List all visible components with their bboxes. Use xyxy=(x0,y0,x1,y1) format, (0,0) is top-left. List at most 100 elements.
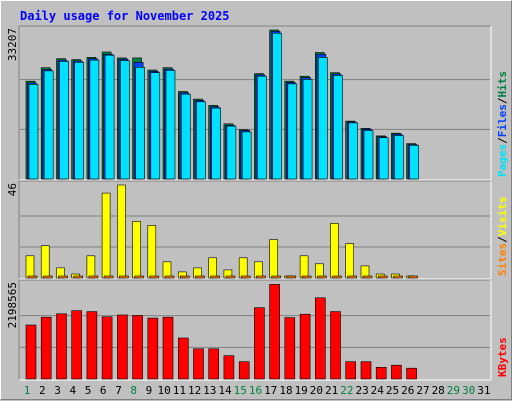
bar-hits-pages-day-2 xyxy=(43,70,54,180)
x-tick-label-day-22: 22 xyxy=(340,384,353,397)
side-label-part: Sites xyxy=(496,243,509,276)
bar-hits-pages-day-13 xyxy=(211,107,221,180)
x-tick-label-day-27: 27 xyxy=(416,384,429,397)
bar-kbytes-kbytes-day-3 xyxy=(56,313,67,380)
side-label-part: Hits xyxy=(496,71,509,98)
bar-visits-sites-day-18 xyxy=(286,275,297,279)
panel-kbytes: 2198565 KBytes xyxy=(6,279,509,381)
x-tick-label-day-21: 21 xyxy=(325,384,338,397)
side-label-part: / xyxy=(496,236,509,243)
bar-kbytes-kbytes-day-25 xyxy=(391,364,402,380)
bar-visits-sites-day-1 xyxy=(27,275,38,279)
bar-visits-sites-day-25 xyxy=(393,275,403,279)
bar-kbytes-kbytes-day-20 xyxy=(314,297,326,380)
bar-visits-visits-day-21 xyxy=(330,223,339,279)
panel-visits-max-label: 46 xyxy=(6,183,19,196)
bar-visits-sites-day-21 xyxy=(332,275,342,279)
panel-hits-max-label: 33207 xyxy=(6,28,19,61)
bar-kbytes-kbytes-day-8 xyxy=(132,315,143,380)
panel-hits-side-label: Pages/Files/Hits xyxy=(496,71,509,177)
bar-hits-pages-day-1 xyxy=(28,84,39,180)
side-label-part: / xyxy=(496,137,509,144)
x-tick-label-day-13: 13 xyxy=(203,384,216,397)
x-tick-label-day-10: 10 xyxy=(157,384,170,397)
bar-visits-sites-day-14 xyxy=(225,275,236,279)
x-tick-label-day-5: 5 xyxy=(85,384,92,397)
bar-kbytes-kbytes-day-14 xyxy=(223,355,235,380)
bar-visits-visits-day-17 xyxy=(269,239,278,279)
bar-kbytes-kbytes-day-15 xyxy=(238,361,250,380)
panel-visits-side-label: Sites/Visits xyxy=(496,197,509,277)
bar-hits-pages-day-14 xyxy=(226,125,237,180)
bar-hits-pages-day-3 xyxy=(59,61,69,180)
x-tick-label-day-30: 30 xyxy=(462,384,475,397)
bar-visits-visits-day-10 xyxy=(162,261,172,279)
bar-visits-sites-day-2 xyxy=(42,275,53,279)
x-tick-label-day-7: 7 xyxy=(115,384,122,397)
side-label-part: KBytes xyxy=(496,337,509,377)
bar-hits-pages-day-11 xyxy=(181,93,191,180)
bar-visits-visits-day-6 xyxy=(101,192,111,279)
bar-hits-pages-day-4 xyxy=(74,61,84,180)
panel-kbytes-side-label: KBytes xyxy=(496,337,509,377)
side-label-part: / xyxy=(496,97,509,104)
bar-visits-sites-day-5 xyxy=(88,275,99,279)
bar-hits-pages-day-18 xyxy=(287,83,298,180)
bar-kbytes-kbytes-day-1 xyxy=(25,324,37,380)
bar-hits-pages-day-19 xyxy=(302,79,313,180)
bar-kbytes-kbytes-day-18 xyxy=(284,317,296,380)
x-tick-label-day-4: 4 xyxy=(69,384,76,397)
bar-kbytes-kbytes-day-7 xyxy=(117,314,128,380)
bar-hits-pages-day-10 xyxy=(165,70,176,180)
x-tick-label-day-15: 15 xyxy=(234,384,247,397)
bar-hits-pages-day-6 xyxy=(104,54,115,180)
x-tick-label-day-28: 28 xyxy=(432,384,445,397)
x-tick-label-day-17: 17 xyxy=(264,384,277,397)
bar-hits-pages-day-21 xyxy=(333,75,343,180)
panel-kbytes-max-label: 2198565 xyxy=(6,282,19,328)
bar-hits-pages-day-17 xyxy=(272,32,282,180)
bar-kbytes-kbytes-day-21 xyxy=(330,311,341,380)
bar-hits-pages-day-26 xyxy=(409,145,419,180)
x-tick-label-day-6: 6 xyxy=(100,384,107,397)
x-tick-label-day-8: 8 xyxy=(130,384,137,397)
bar-visits-visits-day-5 xyxy=(86,255,96,279)
bar-hits-pages-day-7 xyxy=(120,60,130,180)
x-tick-label-day-1: 1 xyxy=(24,384,31,397)
bar-visits-visits-day-1 xyxy=(25,255,35,279)
bar-hits-pages-day-23 xyxy=(363,130,374,180)
bar-kbytes-kbytes-day-9 xyxy=(147,317,159,380)
chart-title: Daily usage for November 2025 xyxy=(20,9,230,23)
bar-hits-pages-day-24 xyxy=(378,137,389,180)
bar-hits-pages-day-16 xyxy=(257,75,267,180)
bar-visits-sites-day-7 xyxy=(119,275,129,279)
side-label-part: Visits xyxy=(496,197,509,237)
bar-hits-pages-day-20 xyxy=(317,57,328,180)
bar-visits-sites-day-10 xyxy=(164,275,175,279)
panel-visits: 46 Sites/Visits xyxy=(6,180,509,280)
bar-hits-pages-day-25 xyxy=(394,135,404,180)
x-tick-label-day-31: 31 xyxy=(477,384,490,397)
bar-visits-sites-day-26 xyxy=(408,275,418,279)
bar-visits-visits-day-8 xyxy=(132,221,141,279)
bar-kbytes-kbytes-day-6 xyxy=(101,316,113,380)
bar-visits-sites-day-11 xyxy=(180,275,190,279)
bar-kbytes-kbytes-day-4 xyxy=(71,310,82,380)
bar-visits-visits-day-22 xyxy=(345,243,355,279)
x-tick-label-day-2: 2 xyxy=(39,384,46,397)
bar-kbytes-kbytes-day-19 xyxy=(299,313,311,380)
bar-visits-visits-day-7 xyxy=(117,184,126,279)
bar-kbytes-kbytes-day-5 xyxy=(86,311,98,380)
x-tick-label-day-11: 11 xyxy=(173,384,186,397)
bar-visits-sites-day-20 xyxy=(316,275,327,279)
bar-visits-visits-day-9 xyxy=(147,225,157,279)
bar-kbytes-kbytes-day-2 xyxy=(40,316,52,380)
x-tick-label-day-26: 26 xyxy=(401,384,414,397)
chart-panels: 33207Pages/Files/Hits46Sites/Visits21985… xyxy=(6,25,509,381)
bar-kbytes-kbytes-day-12 xyxy=(193,348,204,380)
x-tick-label-day-29: 29 xyxy=(447,384,460,397)
x-tick-label-day-24: 24 xyxy=(371,384,385,397)
bar-visits-sites-day-12 xyxy=(195,275,205,279)
